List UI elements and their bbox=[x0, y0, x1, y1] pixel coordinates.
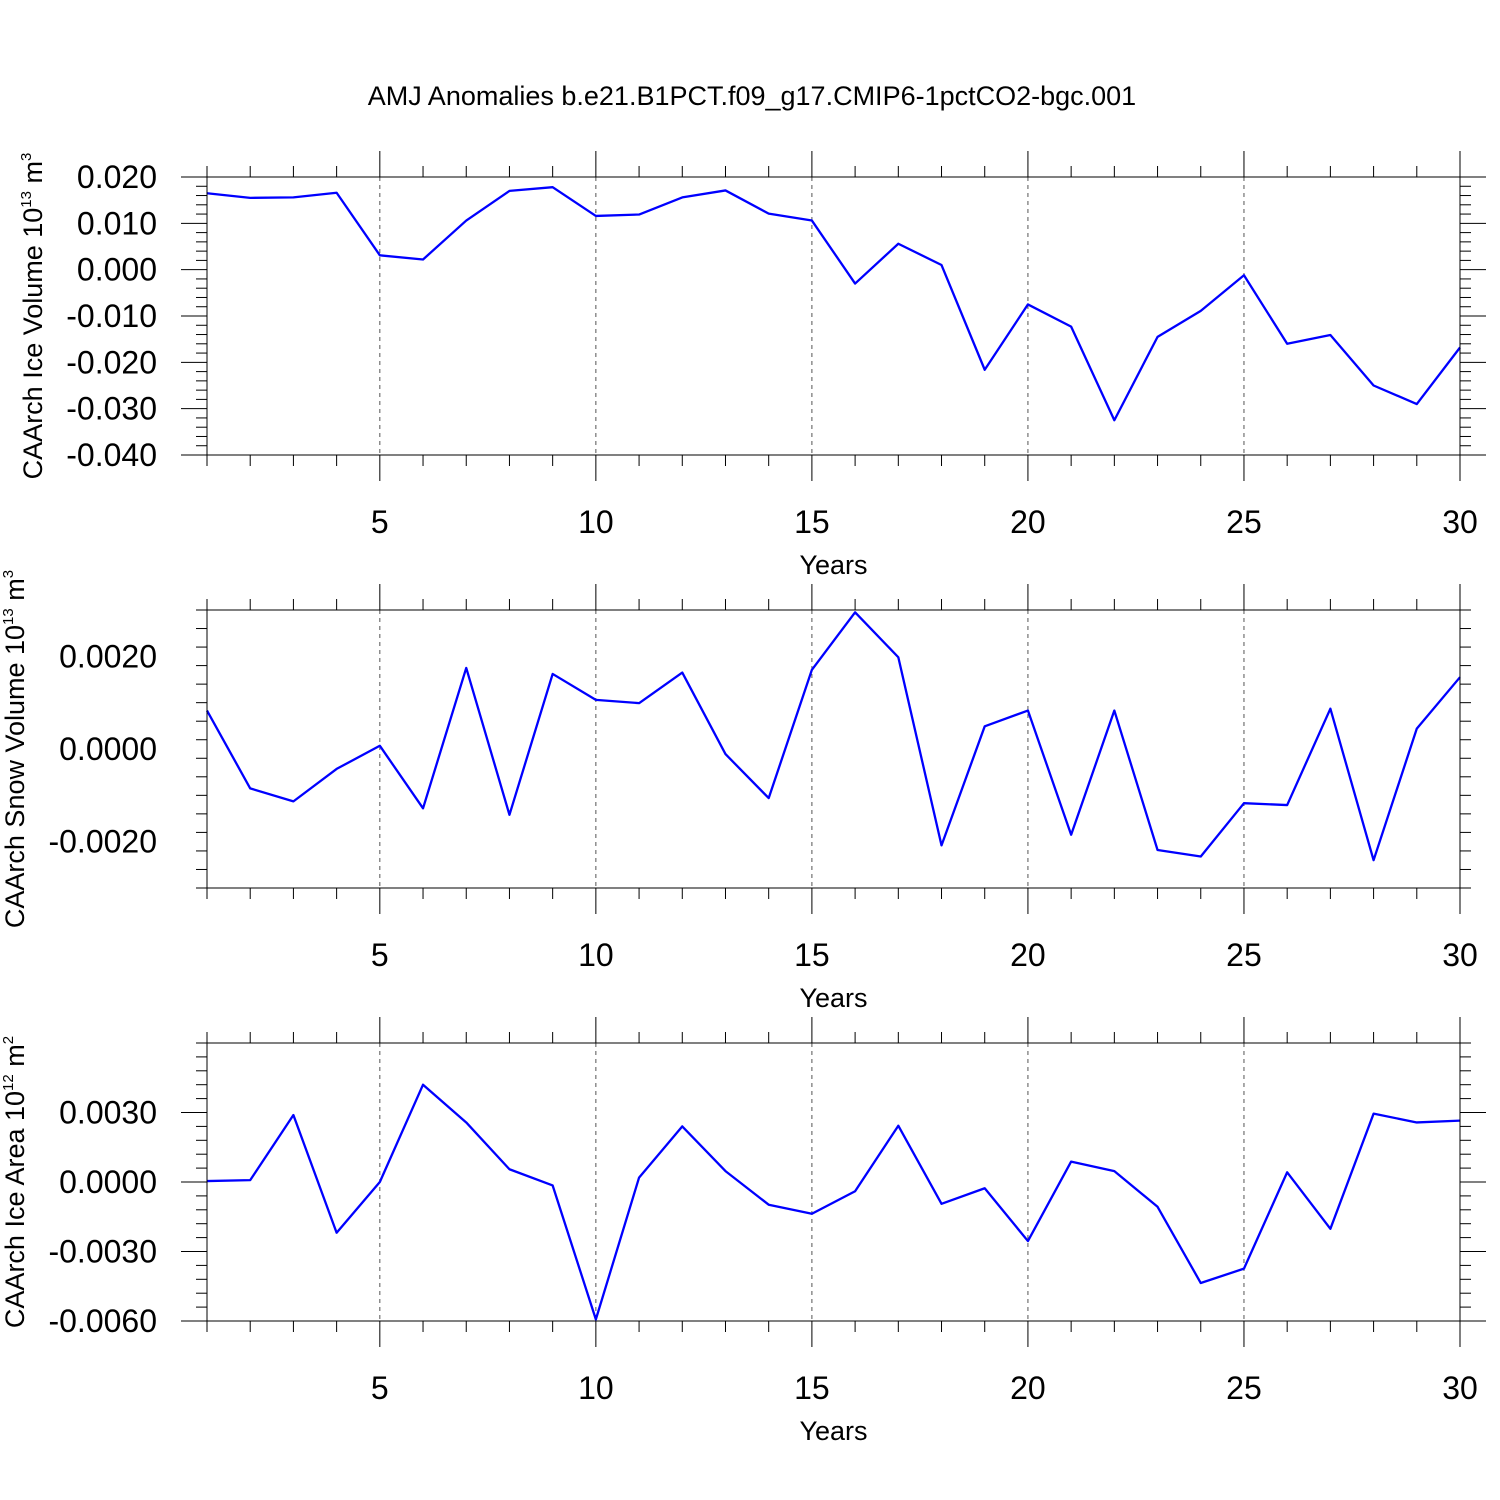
series-line bbox=[205, 611, 1461, 862]
panel-2: 5 10 15 20 25 30 Years -0.0020 0.0000 0.0020 CAArc… bbox=[0, 570, 1478, 1013]
y-tick-label: -0.0020 bbox=[48, 824, 157, 860]
x-tick-label: 25 bbox=[1226, 504, 1262, 540]
y-tick-label: 0.020 bbox=[77, 159, 157, 195]
x-tick-label: 5 bbox=[371, 504, 389, 540]
x-tick-label: 30 bbox=[1442, 937, 1478, 973]
y-axis-label: CAArch Ice Area 1012 m2 bbox=[0, 1036, 30, 1328]
y-tick-label: -0.0060 bbox=[48, 1303, 157, 1339]
x-tick-label: 20 bbox=[1010, 504, 1046, 540]
y-tick-label: 0.0000 bbox=[59, 1164, 157, 1200]
x-axis-label: Years bbox=[799, 983, 867, 1013]
y-tick-label: 0.0000 bbox=[59, 731, 157, 767]
y-tick-label: -0.030 bbox=[66, 391, 157, 427]
y-tick-label: 0.000 bbox=[77, 252, 157, 288]
chart-title: AMJ Anomalies b.e21.B1PCT.f09_g17.CMIP6-… bbox=[368, 81, 1136, 111]
x-tick-label: 15 bbox=[794, 937, 830, 973]
y-axis-label: CAArch Snow Volume 1013 m3 bbox=[0, 570, 30, 928]
x-tick-label: 5 bbox=[371, 937, 389, 973]
x-tick-label: 10 bbox=[578, 1370, 614, 1406]
y-tick-label: -0.010 bbox=[66, 298, 157, 334]
panel-3: 5 10 15 20 25 30 Years -0.0060 -0.0030 0.0000 0.00… bbox=[0, 1017, 1486, 1446]
x-tick-label: 25 bbox=[1226, 937, 1262, 973]
x-tick-label: 25 bbox=[1226, 1370, 1262, 1406]
series-line bbox=[206, 1083, 1461, 1321]
y-tick-label: -0.020 bbox=[66, 344, 157, 380]
x-axis-label: Years bbox=[799, 1416, 867, 1446]
plot-frame bbox=[206, 1042, 1461, 1322]
y-tick-label: 0.0020 bbox=[59, 638, 157, 674]
plot-frame bbox=[206, 609, 1461, 889]
y-tick-label: 0.0030 bbox=[59, 1095, 157, 1131]
x-tick-label: 5 bbox=[371, 1370, 389, 1406]
x-tick-label: 15 bbox=[794, 504, 830, 540]
y-tick-label: -0.0030 bbox=[48, 1234, 157, 1270]
x-tick-label: 15 bbox=[794, 1370, 830, 1406]
y-tick-label: -0.040 bbox=[66, 437, 157, 473]
panel-1: 5 10 15 20 25 30 Years -0.040 -0.030 -0.020 -0.010… bbox=[18, 151, 1486, 580]
plot-frame bbox=[206, 176, 1461, 456]
x-tick-label: 10 bbox=[578, 937, 614, 973]
y-axis-label: CAArch Ice Volume 1013 m3 bbox=[18, 153, 48, 480]
y-tick-label: 0.010 bbox=[77, 205, 157, 241]
x-axis-label: Years bbox=[799, 550, 867, 580]
series-line bbox=[206, 186, 1461, 422]
x-tick-label: 20 bbox=[1010, 937, 1046, 973]
x-tick-label: 20 bbox=[1010, 1370, 1046, 1406]
x-tick-label: 30 bbox=[1442, 1370, 1478, 1406]
x-tick-label: 10 bbox=[578, 504, 614, 540]
x-tick-label: 30 bbox=[1442, 504, 1478, 540]
